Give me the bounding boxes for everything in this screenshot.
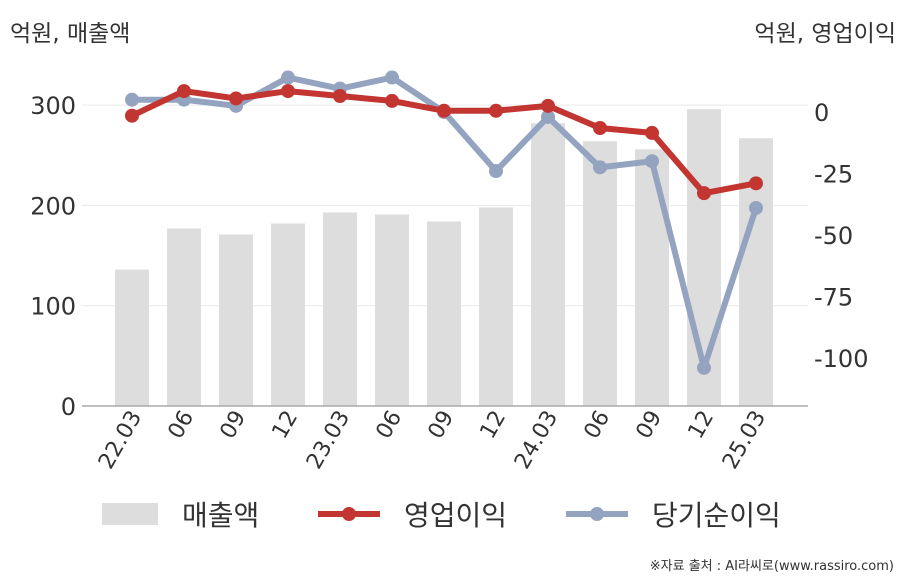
net-income-point	[697, 360, 711, 375]
x-tick-label: 23.03	[302, 407, 355, 474]
operating-income-point	[697, 186, 711, 201]
bar-revenue	[323, 212, 357, 406]
legend-label-operating: 영업이익	[404, 499, 508, 532]
legend-label-revenue: 매출액	[182, 499, 260, 532]
operating-income-point	[125, 108, 139, 123]
operating-income-point	[749, 176, 763, 191]
y-left-tick-label: 300	[30, 92, 76, 120]
x-tick-label: 25.03	[718, 407, 771, 474]
bar-revenue	[115, 269, 149, 406]
y-right-tick-label: -75	[814, 284, 853, 312]
x-tick-label: 12	[684, 407, 720, 444]
legend: 매출액 영업이익 당기순이익	[0, 496, 908, 536]
bar-revenue	[167, 228, 201, 406]
x-tick-label: 06	[580, 407, 616, 444]
y-right-tick-label: -100	[814, 345, 868, 373]
legend-swatch-revenue	[102, 503, 158, 525]
x-tick-label: 09	[216, 407, 252, 444]
operating-income-point	[541, 98, 555, 113]
y-right-tick-label: -50	[814, 222, 853, 250]
legend-label-net: 당기순이익	[652, 499, 781, 532]
operating-income-point	[489, 103, 503, 118]
left-axis-unit: 억원, 매출액	[10, 21, 131, 47]
operating-income-point	[385, 93, 399, 108]
y-right-tick-label: -25	[814, 161, 853, 189]
net-income-point	[489, 164, 503, 179]
x-tick-label: 06	[372, 407, 408, 444]
operating-income-point	[177, 84, 191, 99]
bar-revenue	[479, 207, 513, 406]
legend-item-operating: 영업이익	[318, 496, 507, 532]
bar-revenue	[583, 141, 617, 406]
right-axis-unit: 억원, 영업이익	[754, 21, 896, 47]
operating-income-point	[333, 89, 347, 104]
x-tick-label: 12	[476, 407, 512, 444]
operating-income-point	[229, 91, 243, 106]
net-income-point	[645, 154, 659, 169]
net-income-point	[749, 200, 763, 215]
legend-item-net: 당기순이익	[566, 496, 781, 532]
operating-income-point	[645, 125, 659, 140]
net-income-point	[593, 160, 607, 175]
net-income-point	[541, 109, 555, 124]
operating-income-point	[437, 103, 451, 118]
y-left-tick-label: 100	[30, 293, 76, 321]
bar-revenue	[635, 149, 669, 406]
x-tick-label: 06	[164, 407, 200, 444]
bar-revenue	[271, 223, 305, 406]
bar-revenue	[427, 221, 461, 406]
legend-swatch-operating	[318, 507, 380, 521]
legend-swatch-net	[566, 507, 628, 521]
operating-income-point	[593, 120, 607, 135]
x-tick-label: 24.03	[510, 407, 563, 474]
operating-income-point	[281, 84, 295, 99]
net-income-point	[125, 92, 139, 107]
y-left-tick-label: 0	[61, 393, 76, 421]
bar-revenue	[375, 214, 409, 406]
net-income-point	[385, 70, 399, 85]
x-tick-label: 09	[632, 407, 668, 444]
legend-item-revenue: 매출액	[102, 496, 259, 532]
x-tick-label: 22.03	[94, 407, 147, 474]
bar-revenue	[219, 234, 253, 406]
y-left-tick-label: 200	[30, 192, 76, 220]
bar-revenue	[531, 123, 565, 406]
x-tick-label: 12	[268, 407, 304, 444]
y-right-tick-label: 0	[814, 99, 829, 127]
source-note: ※자료 출처 : AI라씨로(www.rassiro.com)	[649, 559, 894, 574]
x-tick-label: 09	[424, 407, 460, 444]
net-income-point	[281, 70, 295, 85]
